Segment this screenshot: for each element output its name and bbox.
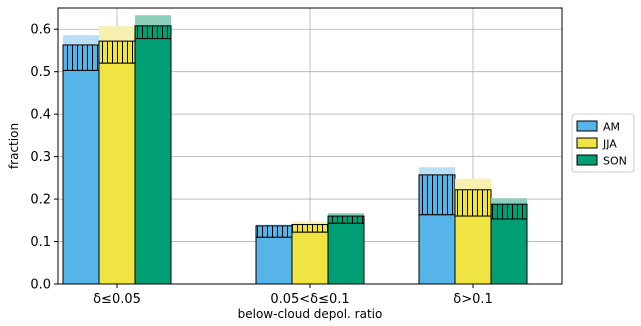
x-axis: δ≤0.05 0.05<δ≤0.1 δ>0.1 [93, 284, 493, 307]
bar-base-AM [255, 236, 293, 285]
bar-top-SON [135, 15, 171, 26]
bar-hatch-pattern-SON [328, 216, 364, 224]
y-tick-label: 0.1 [30, 235, 51, 250]
y-axis: 0.0 0.1 0.2 0.3 0.4 0.5 0.6 [30, 23, 58, 293]
x-tick-label: δ≤0.05 [93, 292, 141, 307]
bar-top-JJA [99, 26, 135, 42]
x-tick-label: δ>0.1 [453, 292, 493, 307]
legend-label-AM: AM [603, 121, 620, 134]
bar-top-JJA [455, 178, 491, 190]
y-tick-label: 0.0 [30, 278, 51, 293]
legend-swatch-SON [576, 154, 598, 166]
x-tick-label: 0.05<δ≤0.1 [270, 292, 349, 307]
bar-hatch-pattern-AM [63, 44, 99, 71]
y-tick-label: 0.2 [30, 193, 51, 208]
y-tick-label: 0.3 [30, 150, 51, 165]
legend: AM JJA SON [571, 113, 635, 173]
y-tick-label: 0.6 [30, 23, 51, 38]
bar-base-JJA [291, 231, 329, 285]
bar-hatch-pattern-JJA [455, 189, 491, 217]
bar-base-AM [62, 69, 100, 285]
bar-hatch-pattern-JJA [292, 224, 328, 233]
bar-base-JJA [98, 62, 136, 285]
legend-swatch-JJA [576, 137, 598, 149]
bars [62, 15, 528, 285]
bar-top-AM [256, 224, 292, 226]
bar-top-AM [419, 167, 455, 175]
bar-hatch-pattern-SON [491, 204, 527, 220]
bar-top-SON [328, 213, 364, 217]
bar-top-AM [63, 35, 99, 45]
bar-base-SON [490, 218, 528, 285]
legend-label-SON: SON [603, 155, 627, 168]
bar-top-JJA [292, 221, 328, 225]
y-tick-label: 0.5 [30, 65, 51, 80]
bar-hatch-pattern-AM [419, 174, 455, 215]
bar-hatch-pattern-AM [256, 225, 292, 238]
bar-base-SON [327, 222, 365, 285]
bar-base-JJA [454, 215, 492, 285]
bar-base-AM [418, 214, 456, 285]
y-axis-label: fraction [7, 123, 21, 169]
x-axis-label: below-cloud depol. ratio [238, 307, 383, 321]
legend-swatch-AM [576, 120, 598, 132]
bar-base-SON [134, 38, 172, 285]
y-tick-label: 0.4 [30, 108, 51, 123]
bar-top-SON [491, 198, 527, 205]
bar-hatch-pattern-SON [135, 25, 171, 39]
bar-hatch-pattern-JJA [99, 41, 135, 64]
legend-label-JJA: JJA [602, 138, 617, 151]
